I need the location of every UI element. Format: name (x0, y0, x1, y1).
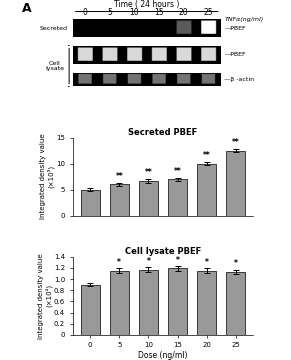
Bar (139, 181, 158, 216)
Text: *: * (234, 260, 238, 269)
Text: 15: 15 (154, 8, 164, 17)
Bar (110, 184, 129, 216)
Text: Time ( 24 hours ): Time ( 24 hours ) (114, 0, 180, 9)
Bar (81, 190, 100, 216)
Text: **: ** (145, 167, 152, 176)
Text: **: ** (174, 167, 181, 176)
Text: TNFα(ng/ml): TNFα(ng/ml) (224, 17, 264, 22)
Y-axis label: Integrated density value
(×10⁴): Integrated density value (×10⁴) (38, 253, 52, 339)
Y-axis label: Integrated density value
(×10³): Integrated density value (×10³) (40, 134, 55, 219)
X-axis label: Dose (ng/ml): Dose (ng/ml) (138, 351, 188, 360)
Text: Secreted: Secreted (39, 26, 67, 31)
Title: Cell lysate PBEF: Cell lysate PBEF (125, 247, 201, 256)
Text: *: * (205, 258, 209, 267)
Text: A: A (22, 2, 32, 15)
Text: —PBEF: —PBEF (224, 26, 246, 31)
Bar (81, 285, 100, 335)
Bar (226, 150, 245, 216)
Text: *: * (146, 257, 150, 266)
Title: Secreted PBEF: Secreted PBEF (128, 128, 198, 137)
Text: 20: 20 (179, 8, 189, 17)
Text: 0: 0 (83, 8, 88, 17)
Text: Cell
lysate: Cell lysate (45, 60, 64, 71)
Text: 25: 25 (203, 8, 213, 17)
Text: *: * (175, 256, 180, 265)
Text: 5: 5 (107, 8, 112, 17)
Text: **: ** (232, 138, 239, 147)
Text: *: * (117, 258, 121, 267)
Bar (168, 269, 187, 335)
Bar (139, 270, 158, 335)
Bar (168, 179, 187, 216)
Text: —β -actin: —β -actin (224, 77, 254, 82)
Bar (197, 271, 216, 335)
Bar (226, 272, 245, 335)
Text: —PBEF: —PBEF (224, 52, 246, 57)
Text: **: ** (116, 172, 123, 181)
Bar (197, 163, 216, 216)
Text: 10: 10 (129, 8, 139, 17)
Text: **: ** (203, 151, 210, 160)
Bar (110, 271, 129, 335)
